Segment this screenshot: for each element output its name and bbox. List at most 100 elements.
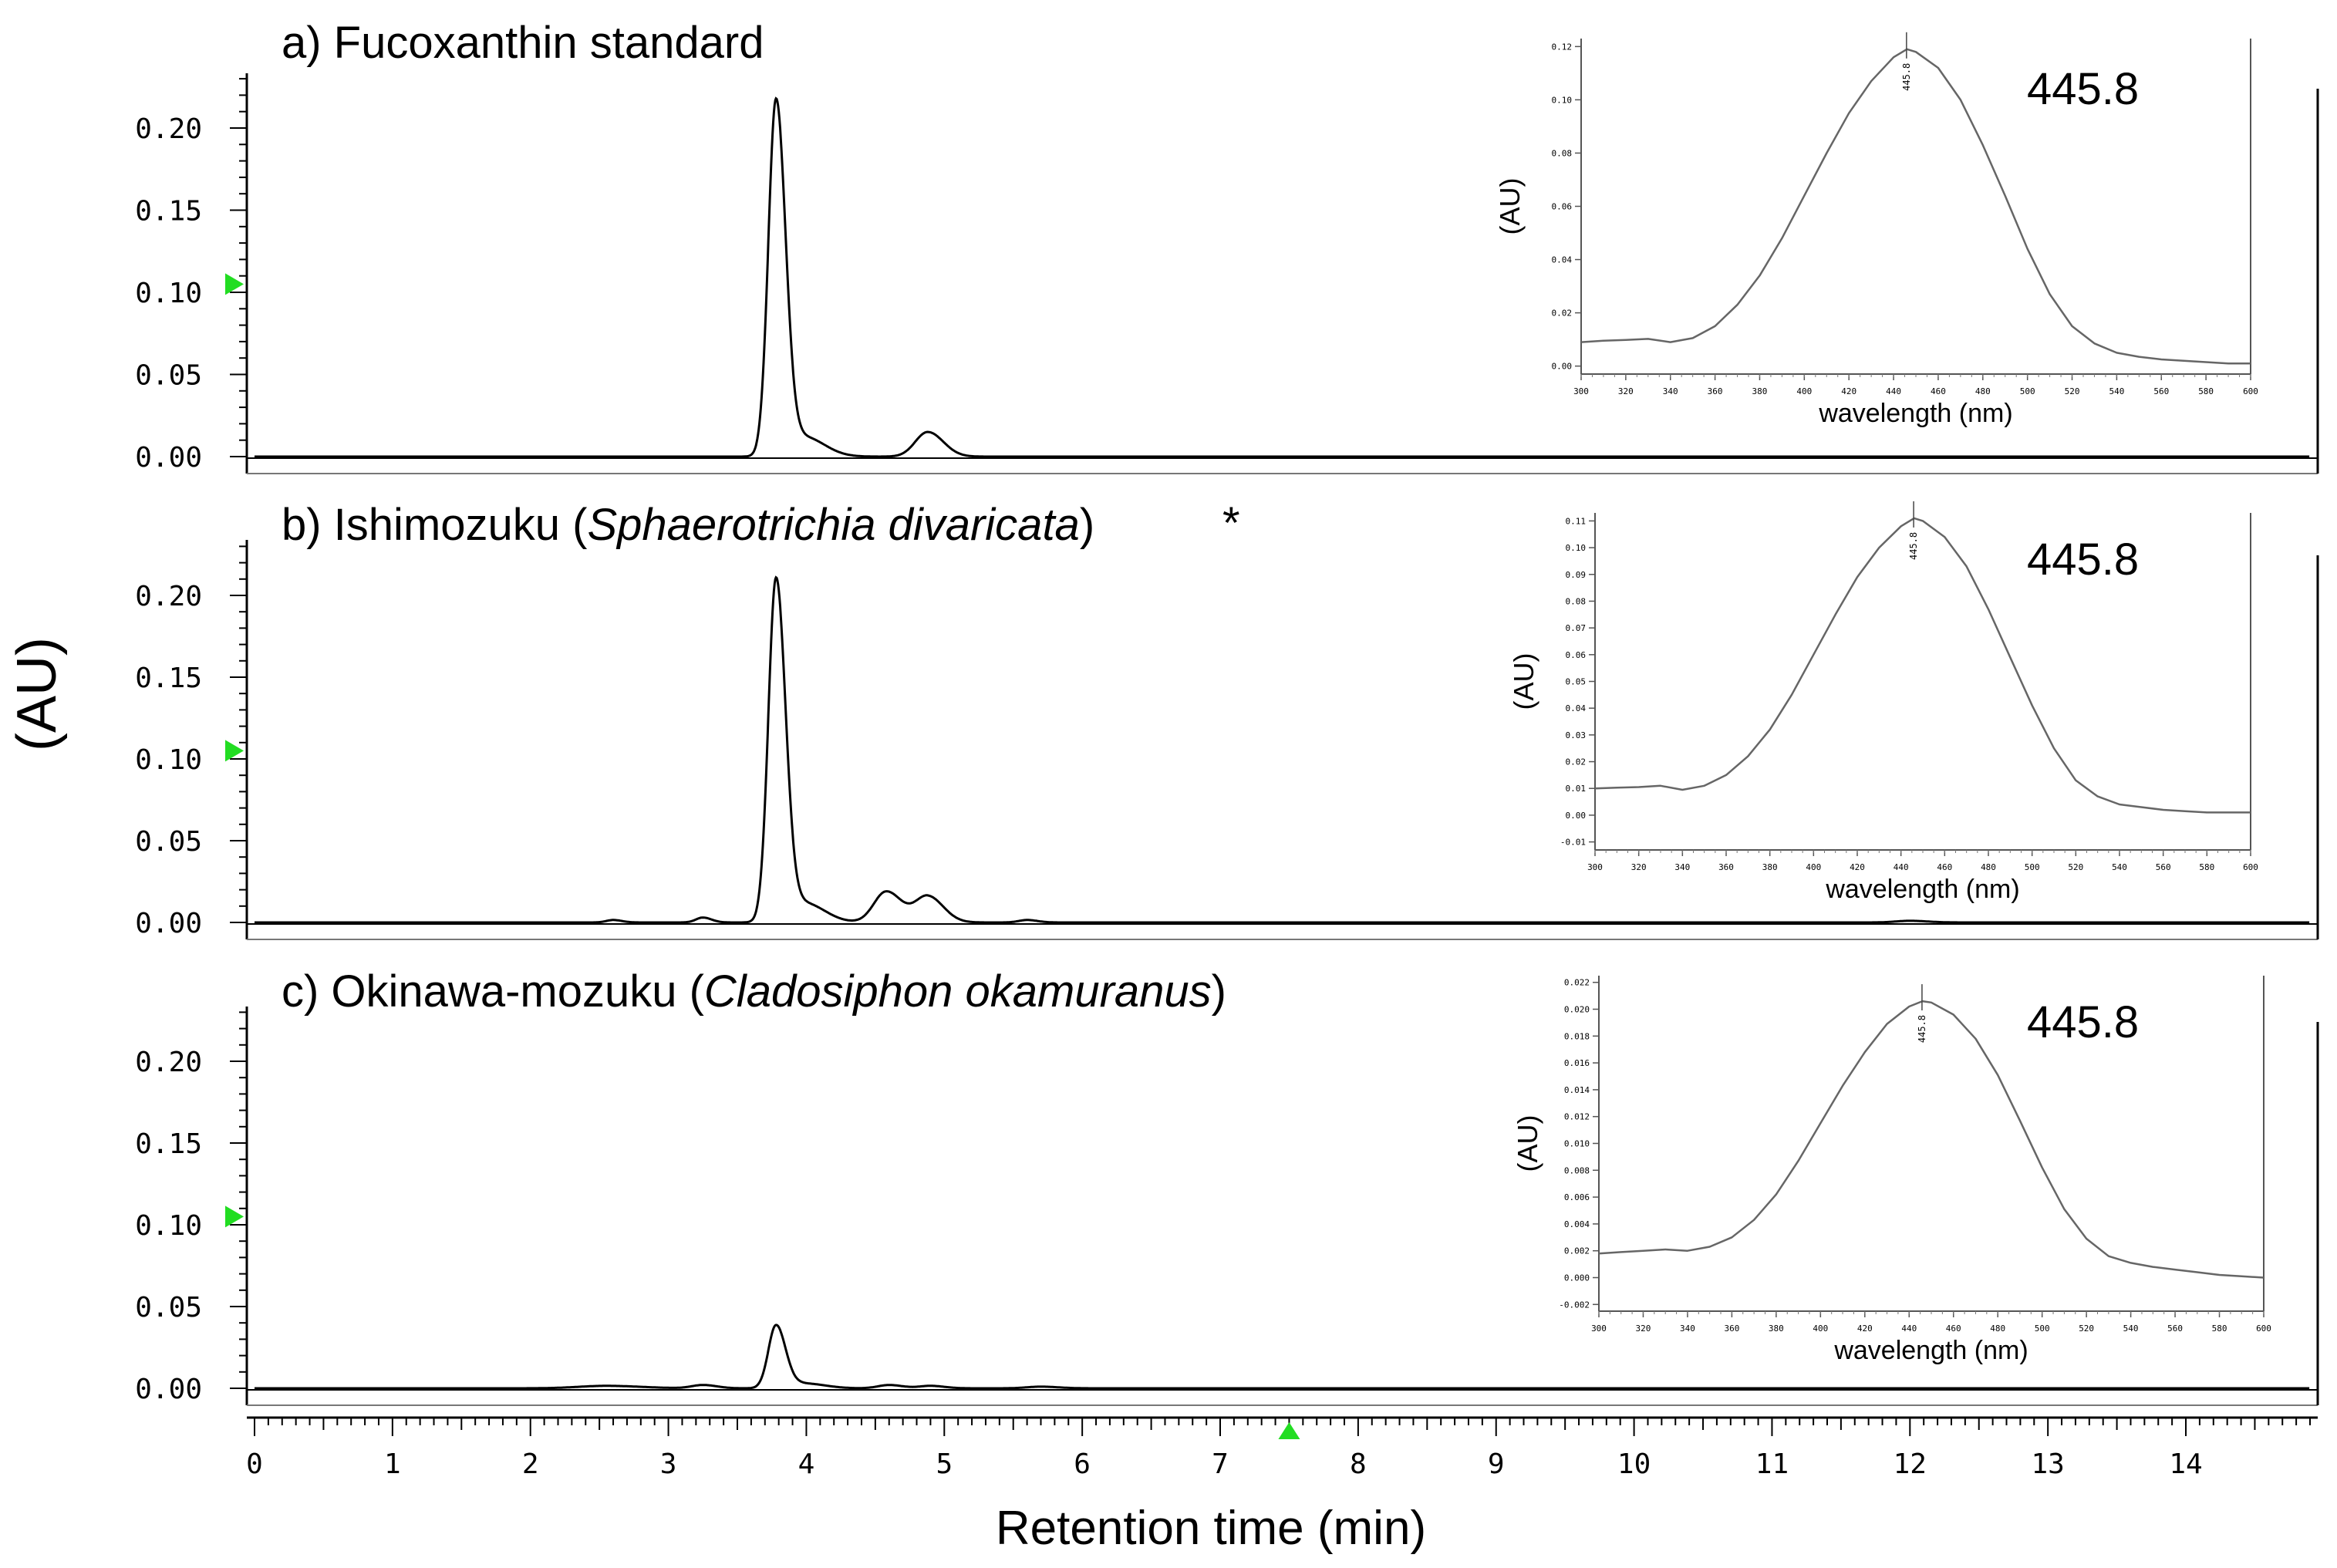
- inset-x-tick-label: 580: [2198, 386, 2214, 396]
- inset-spectrum-line: [1580, 48, 2251, 365]
- inset-x-tick-label: 420: [1841, 386, 1856, 396]
- panel-title-species: Sphaerotrichia divaricata: [587, 500, 1079, 550]
- inset-x-tick-label: 340: [1674, 862, 1690, 872]
- inset-y-tick-label: 0.010: [1564, 1139, 1590, 1149]
- x-axis-label: Retention time (min): [996, 1502, 1426, 1555]
- inset-y-tick-label: 0.04: [1566, 703, 1587, 713]
- inset-y-tick-label: 0.006: [1564, 1192, 1590, 1202]
- inset-y-tick-label: 0.10: [1552, 95, 1573, 105]
- y-axis-label: (AU): [6, 637, 68, 751]
- inset-peak-small-label: 445.8: [1908, 532, 1919, 560]
- inset-x-tick-label: 480: [1981, 862, 1996, 872]
- inset-y-tick-label: 0.020: [1564, 1005, 1590, 1015]
- inset-peak-label: 445.8: [2027, 534, 2139, 585]
- x-tick-label: 4: [798, 1448, 815, 1480]
- inset-x-tick-label: 400: [1806, 862, 1821, 872]
- inset-x-tick-label: 560: [2156, 862, 2171, 872]
- inset-x-tick-label: 300: [1573, 386, 1589, 396]
- inset-x-tick-label: 460: [1937, 862, 1952, 872]
- series-line-chromatogram: [255, 96, 2310, 458]
- inset-y-tick-label: 0.07: [1566, 623, 1587, 633]
- inset-x-tick-label: 560: [2167, 1324, 2183, 1334]
- inset-y-tick-label: 0.03: [1566, 730, 1587, 740]
- inset-peak-label: 445.8: [2027, 997, 2139, 1047]
- baseline-marker-icon: [225, 273, 244, 295]
- baseline-marker-icon: [225, 740, 244, 762]
- inset-x-tick-label: 600: [2243, 386, 2258, 396]
- inset-x-tick-label: 320: [1636, 1324, 1651, 1334]
- inset-y-tick-label: 0.004: [1564, 1219, 1590, 1229]
- inset-peak-small-label: 445.8: [1901, 63, 1912, 91]
- panel-title: c) Okinawa-mozuku (Cladosiphon okamuranu…: [282, 966, 1226, 1017]
- inset-x-tick-label: 380: [1752, 386, 1768, 396]
- inset-background: [1580, 497, 2266, 896]
- panel-title-prefix: b) Ishimozuku (: [282, 500, 587, 550]
- y-tick-label: 0.20: [135, 113, 202, 145]
- inset-x-tick-label: 440: [1886, 386, 1901, 396]
- y-tick-label: 0.10: [135, 278, 202, 309]
- panel-c: 0.00 0.05 0.10 0.15 0.20 c) Okinawa-mozuku (C…: [135, 960, 2319, 1480]
- inset-x-tick-label: 500: [2020, 386, 2035, 396]
- inset-spectrum-c: -0.002 0.000 0.002 0.004 0.006 0.008 0.010 0.01…: [1512, 960, 2279, 1365]
- series-line-chromatogram: [255, 1324, 2310, 1390]
- inset-x-tick-label: 400: [1796, 386, 1812, 396]
- x-tick-label: 9: [1488, 1448, 1505, 1480]
- inset-x-tick-label: 440: [1901, 1324, 1917, 1334]
- inset-y-tick-label: -0.01: [1560, 838, 1586, 848]
- baseline-marker-icon: [225, 1206, 244, 1228]
- panel-title: b) Ishimozuku (Sphaerotrichia divaricata…: [282, 500, 1094, 550]
- x-tick-label: 12: [1894, 1448, 1927, 1480]
- y-tick-label: 0.10: [135, 744, 202, 776]
- inset-x-tick-label: 520: [2068, 862, 2083, 872]
- inset-y-tick-label: 0.02: [1552, 309, 1573, 319]
- inset-spectrum-line: [1594, 517, 2251, 814]
- y-tick-label: 0.05: [135, 360, 202, 392]
- inset-x-tick-label: 560: [2153, 386, 2169, 396]
- x-tick-label: 7: [1212, 1448, 1229, 1480]
- inset-spectrum-b: -0.01 0.00 0.01 0.02 0.03 0.04 0.05 0.06 0.07 0.0…: [1508, 497, 2266, 904]
- inset-x-tick-label: 380: [1762, 862, 1778, 872]
- panel-annotation: *: [1222, 498, 1240, 548]
- panel-title-prefix: c) Okinawa-mozuku (: [282, 966, 704, 1017]
- inset-y-axis-label: (AU): [1494, 178, 1526, 235]
- x-tick-label: 13: [2031, 1448, 2064, 1480]
- x-tick-label: 10: [1617, 1448, 1651, 1480]
- inset-x-tick-label: 600: [2243, 862, 2258, 872]
- inset-y-tick-label: 0.04: [1552, 255, 1573, 265]
- inset-y-tick-label: 0.05: [1566, 677, 1587, 687]
- inset-y-axis-label: (AU): [1512, 1115, 1543, 1172]
- inset-x-tick-label: 440: [1894, 862, 1909, 872]
- inset-spectrum-a: 0.00 0.02 0.04 0.06 0.08 0.10 0.12 300 320 340 360…: [1494, 23, 2266, 428]
- inset-x-tick-label: 460: [1931, 386, 1946, 396]
- y-tick-label: 0.15: [135, 1128, 202, 1160]
- x-tick-label: 6: [1074, 1448, 1091, 1480]
- y-tick-label: 0.00: [135, 1374, 202, 1405]
- inset-background: [1566, 23, 2266, 420]
- inset-x-tick-label: 300: [1591, 1324, 1607, 1334]
- inset-x-tick-label: 320: [1631, 862, 1647, 872]
- inset-x-tick-label: 520: [2079, 1324, 2094, 1334]
- inset-y-tick-label: 0.000: [1564, 1273, 1590, 1283]
- inset-y-tick-label: 0.002: [1564, 1246, 1590, 1256]
- inset-x-tick-label: 600: [2256, 1324, 2271, 1334]
- inset-x-axis-label: wavelength (nm): [1825, 875, 2019, 904]
- inset-y-tick-label: 0.00: [1552, 362, 1573, 372]
- panel-title-suffix: ): [1212, 966, 1226, 1017]
- inset-x-tick-label: 540: [2112, 862, 2127, 872]
- inset-y-tick-label: 0.12: [1552, 42, 1573, 52]
- inset-y-tick-label: 0.10: [1566, 543, 1587, 553]
- series-line-chromatogram: [255, 575, 2310, 924]
- inset-y-tick-label: 0.022: [1564, 978, 1590, 988]
- inset-peak-label: 445.8: [2027, 64, 2139, 114]
- inset-x-tick-label: 480: [1990, 1324, 2005, 1334]
- inset-x-tick-label: 460: [1946, 1324, 1961, 1334]
- x-tick-label: 5: [936, 1448, 953, 1480]
- inset-x-tick-label: 300: [1587, 862, 1603, 872]
- inset-y-tick-label: 0.008: [1564, 1165, 1590, 1175]
- x-tick-label: 2: [522, 1448, 539, 1480]
- x-tick-label: 3: [660, 1448, 677, 1480]
- inset-x-tick-label: 340: [1680, 1324, 1695, 1334]
- x-tick-label: 0: [246, 1448, 263, 1480]
- panel-title-species: Cladosiphon okamuranus: [704, 966, 1212, 1017]
- y-tick-label: 0.05: [135, 826, 202, 858]
